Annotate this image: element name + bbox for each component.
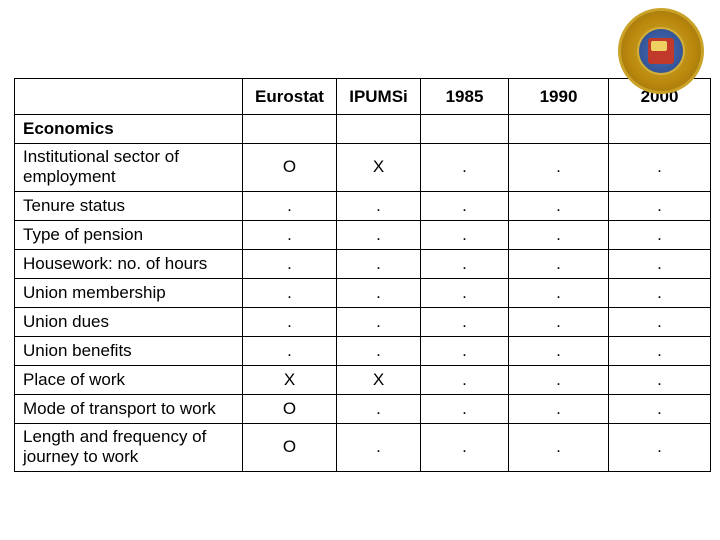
data-cell: . (243, 307, 337, 336)
data-cell: . (243, 336, 337, 365)
data-cell: . (421, 365, 509, 394)
row-label: Mode of transport to work (15, 394, 243, 423)
data-cell: . (243, 220, 337, 249)
data-cell: O (243, 423, 337, 471)
data-cell: . (609, 144, 711, 192)
logo-center-emblem (648, 38, 674, 64)
column-header-eurostat: Eurostat (243, 79, 337, 115)
data-cell: X (337, 365, 421, 394)
data-cell: . (337, 278, 421, 307)
data-cell: . (509, 423, 609, 471)
data-cell: . (609, 365, 711, 394)
data-cell: . (509, 336, 609, 365)
table-header-row: Eurostat IPUMSi 1985 1990 2000 (15, 79, 711, 115)
section-header-cell (421, 115, 509, 144)
row-label: Institutional sector of employment (15, 144, 243, 192)
column-header-ipums: IPUMSi (337, 79, 421, 115)
table-row: Length and frequency of journey to workO… (15, 423, 711, 471)
data-cell: . (509, 249, 609, 278)
data-cell: O (243, 144, 337, 192)
row-label: Union membership (15, 278, 243, 307)
row-label: Housework: no. of hours (15, 249, 243, 278)
data-cell: . (243, 191, 337, 220)
data-cell: . (337, 191, 421, 220)
data-cell: . (609, 423, 711, 471)
table-row: Tenure status..... (15, 191, 711, 220)
data-cell: . (509, 144, 609, 192)
row-label: Union dues (15, 307, 243, 336)
data-cell: . (509, 365, 609, 394)
section-header-cell (509, 115, 609, 144)
data-cell: . (609, 278, 711, 307)
data-cell: . (421, 191, 509, 220)
section-header-cell (337, 115, 421, 144)
data-cell: . (609, 307, 711, 336)
data-cell: . (421, 278, 509, 307)
logo-outer-ring (618, 8, 704, 94)
data-cell: . (609, 336, 711, 365)
data-cell: X (243, 365, 337, 394)
data-cell: . (337, 336, 421, 365)
column-header-1985: 1985 (421, 79, 509, 115)
data-cell: . (243, 249, 337, 278)
comparison-table-container: Eurostat IPUMSi 1985 1990 2000 Economics… (14, 78, 710, 472)
table-row: Institutional sector of employmentOX... (15, 144, 711, 192)
table-row: Union dues..... (15, 307, 711, 336)
column-header-1990: 1990 (509, 79, 609, 115)
row-label: Tenure status (15, 191, 243, 220)
section-header-cell (243, 115, 337, 144)
data-cell: . (509, 394, 609, 423)
section-header-cell (609, 115, 711, 144)
data-cell: . (337, 220, 421, 249)
data-cell: . (337, 423, 421, 471)
table-row: Housework: no. of hours..... (15, 249, 711, 278)
data-cell: . (421, 144, 509, 192)
row-label: Union benefits (15, 336, 243, 365)
data-cell: . (421, 249, 509, 278)
data-cell: X (337, 144, 421, 192)
data-cell: O (243, 394, 337, 423)
data-cell: . (509, 220, 609, 249)
data-cell: . (337, 307, 421, 336)
table-body: Economics Institutional sector of employ… (15, 115, 711, 472)
data-cell: . (609, 191, 711, 220)
data-cell: . (509, 307, 609, 336)
comparison-table: Eurostat IPUMSi 1985 1990 2000 Economics… (14, 78, 711, 472)
data-cell: . (421, 336, 509, 365)
table-row: Union benefits..... (15, 336, 711, 365)
data-cell: . (609, 249, 711, 278)
data-cell: . (609, 220, 711, 249)
data-cell: . (421, 423, 509, 471)
data-cell: . (337, 249, 421, 278)
table-row: Union membership..... (15, 278, 711, 307)
data-cell: . (243, 278, 337, 307)
section-header-label: Economics (15, 115, 243, 144)
section-header-row: Economics (15, 115, 711, 144)
institute-logo (618, 8, 704, 94)
table-row: Mode of transport to workO.... (15, 394, 711, 423)
data-cell: . (421, 307, 509, 336)
data-cell: . (609, 394, 711, 423)
table-row: Place of workXX... (15, 365, 711, 394)
column-header-blank (15, 79, 243, 115)
table-row: Type of pension..... (15, 220, 711, 249)
row-label: Type of pension (15, 220, 243, 249)
data-cell: . (509, 278, 609, 307)
data-cell: . (421, 220, 509, 249)
row-label: Length and frequency of journey to work (15, 423, 243, 471)
data-cell: . (337, 394, 421, 423)
row-label: Place of work (15, 365, 243, 394)
data-cell: . (509, 191, 609, 220)
data-cell: . (421, 394, 509, 423)
